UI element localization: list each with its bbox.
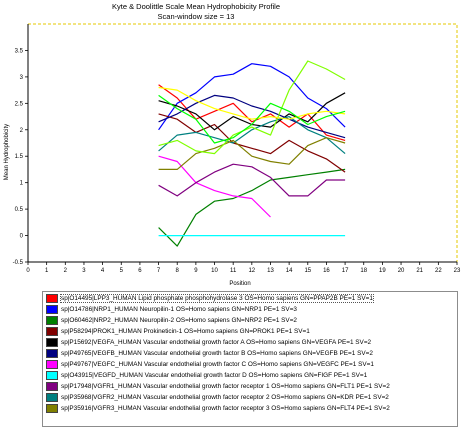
legend-swatch [46,404,58,413]
legend-label: sp|P17948|VGFR1_HUMAN Vascular endotheli… [61,383,390,390]
x-tick-label: 0 [26,268,30,274]
x-tick-label: 20 [398,268,405,274]
series-line [158,86,346,120]
axes-layer: 0 1 2 3 4 5 6 7 8 9 10 11 12 13 14 15 16 17 18 19 20 21 22 23-0… [13,23,461,274]
legend-label: sp|P35916|VGFR3_HUMAN Vascular endotheli… [61,405,390,412]
x-tick-label: 21 [416,268,423,274]
chart-plot: 0 1 2 3 4 5 6 7 8 9 10 11 12 13 14 15 16 17 18 19 20 21 22 23-0… [4,2,461,287]
legend-swatch [46,305,58,314]
y-tick-label: 0 [20,234,24,240]
plot-area [27,23,458,263]
legend-label: sp|P58294|PROK1_HUMAN Prokineticin-1 OS=… [61,328,310,335]
legend-swatch [46,349,58,358]
x-tick-label: 10 [211,268,218,274]
series-line [158,155,271,218]
x-tick-label: 15 [304,268,311,274]
legend-label: sp|O60462|NRP2_HUMAN Neuropilin-2 OS=Hom… [61,317,297,324]
series-layer [158,60,346,247]
x-tick-label: 7 [157,268,161,274]
series-line [158,60,346,155]
legend-label: sp|O14495|LPP3_HUMAN Lipid phosphate pho… [60,294,374,303]
legend-label: sp|P15692|VEGFA_HUMAN Vascular endotheli… [61,339,372,346]
chart-title: Kyte & Doolittle Scale Mean Hydrophobici… [112,2,280,11]
series-line [158,115,346,155]
x-tick-label: 5 [120,268,124,274]
x-tick-label: 1 [45,268,49,274]
legend-item[interactable]: sp|P15692|VEGFA_HUMAN Vascular endotheli… [46,337,454,348]
series-line [158,163,346,197]
series-line [158,113,346,173]
y-tick-label: 2 [20,128,24,134]
legend-label: sp|O43915|VEGFD_HUMAN Vascular endotheli… [61,372,368,379]
y-tick-label: 2.5 [15,101,24,107]
legend-item[interactable]: sp|P35968|VGFR2_HUMAN Vascular endotheli… [46,392,454,403]
x-tick-label: 18 [360,268,367,274]
x-tick-label: 2 [64,268,68,274]
x-tick-label: 6 [138,268,142,274]
x-tick-label: 22 [435,268,442,274]
legend-label: sp|P49767|VEGFC_HUMAN Vascular endotheli… [61,361,374,368]
y-axis-label: Mean Hydrophobicity [4,124,10,180]
x-tick-label: 23 [454,268,461,274]
y-tick-label: -0.5 [13,260,24,266]
x-tick-label: 14 [286,268,293,274]
x-tick-label: 4 [101,268,105,274]
x-axis-label: Position [229,281,250,287]
x-tick-label: 12 [248,268,255,274]
series-line [158,137,346,170]
chart-subtitle: Scan-window size = 13 [158,12,235,21]
y-tick-label: 3 [20,75,24,81]
legend-swatch [46,371,58,380]
legend-item[interactable]: sp|O14495|LPP3_HUMAN Lipid phosphate pho… [46,293,454,304]
legend-item[interactable]: sp|O60462|NRP2_HUMAN Neuropilin-2 OS=Hom… [46,315,454,326]
series-line [158,63,346,131]
legend-swatch [46,338,58,347]
legend-label: sp|O14786|NRP1_HUMAN Neuropilin-1 OS=Hom… [61,306,297,313]
y-tick-label: 0.5 [15,207,24,213]
series-line [158,168,346,247]
series-line [158,94,346,139]
legend-swatch [46,360,58,369]
x-tick-label: 16 [323,268,330,274]
legend-label: sp|P35968|VGFR2_HUMAN Vascular endotheli… [61,394,389,401]
x-tick-label: 19 [379,268,386,274]
legend-swatch [46,294,58,303]
legend-item[interactable]: sp|P35916|VGFR3_HUMAN Vascular endotheli… [46,403,454,414]
legend-label: sp|P49765|VEGFB_HUMAN Vascular endotheli… [61,350,373,357]
legend-swatch [46,393,58,402]
x-tick-label: 13 [267,268,274,274]
series-line [158,84,346,141]
x-tick-label: 3 [82,268,86,274]
legend: sp|O14495|LPP3_HUMAN Lipid phosphate pho… [42,291,458,427]
x-tick-label: 9 [194,268,198,274]
legend-swatch [46,327,58,336]
legend-item[interactable]: sp|P49765|VEGFB_HUMAN Vascular endotheli… [46,348,454,359]
x-tick-label: 11 [230,268,237,274]
series-line [158,94,346,144]
legend-item[interactable]: sp|O43915|VEGFD_HUMAN Vascular endotheli… [46,370,454,381]
legend-item[interactable]: sp|P17948|VGFR1_HUMAN Vascular endotheli… [46,381,454,392]
y-tick-label: 1.5 [15,154,24,160]
x-tick-label: 17 [342,268,349,274]
y-tick-label: 1 [20,181,24,187]
legend-item[interactable]: sp|O14786|NRP1_HUMAN Neuropilin-1 OS=Hom… [46,304,454,315]
legend-item[interactable]: sp|P49767|VEGFC_HUMAN Vascular endotheli… [46,359,454,370]
legend-swatch [46,382,58,391]
x-tick-label: 8 [176,268,180,274]
legend-item[interactable]: sp|P58294|PROK1_HUMAN Prokineticin-1 OS=… [46,326,454,337]
legend-swatch [46,316,58,325]
y-tick-label: 3.5 [15,48,24,54]
